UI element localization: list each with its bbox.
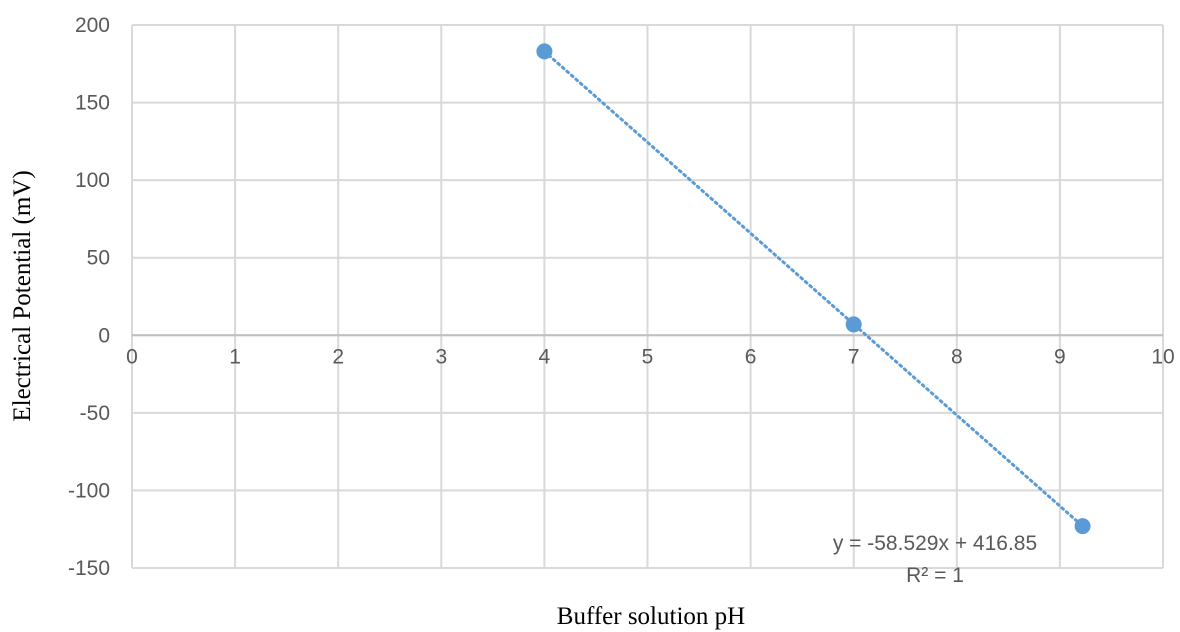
- trendline: [542, 49, 1085, 528]
- x-tick-label: 2: [332, 345, 344, 368]
- x-tick-label: 9: [1054, 345, 1066, 368]
- data-points: [536, 43, 1091, 535]
- y-tick-label: 100: [75, 169, 110, 192]
- y-axis-title: Electrical Potential (mV): [9, 170, 36, 421]
- y-tick-label: -150: [68, 557, 110, 580]
- x-tick-label: 0: [126, 345, 138, 368]
- gridlines: [131, 24, 1164, 569]
- data-point: [1074, 518, 1091, 535]
- x-tick-label: 4: [539, 345, 551, 368]
- x-tick-label: 3: [435, 345, 447, 368]
- y-tick-label: 200: [75, 14, 110, 37]
- x-tick-label: 8: [951, 345, 963, 368]
- y-tick-label: -100: [68, 479, 110, 502]
- x-tick-label: 10: [1151, 345, 1174, 368]
- data-point: [536, 43, 553, 60]
- y-tick-label: 0: [98, 324, 110, 347]
- r-squared-label: R² = 1: [906, 564, 964, 587]
- trendline-path: [542, 49, 1085, 528]
- x-tick-label: 5: [642, 345, 654, 368]
- y-tick-label: -50: [80, 402, 110, 425]
- x-tick-label: 7: [848, 345, 860, 368]
- y-tick-label: 50: [87, 247, 110, 270]
- y-tick-label: 150: [75, 92, 110, 115]
- trendline-equation: y = -58.529x + 416.85: [833, 532, 1037, 555]
- data-point: [845, 316, 862, 333]
- x-tick-label: 1: [229, 345, 241, 368]
- y-tick-labels: 200 150 100 50 0 -50 -100 -150: [68, 14, 110, 580]
- x-tick-labels: 0 1 2 3 4 5 6 7 8 9 10: [126, 345, 1175, 368]
- x-axis-title: Buffer solution pH: [557, 603, 745, 630]
- x-tick-label: 6: [745, 345, 757, 368]
